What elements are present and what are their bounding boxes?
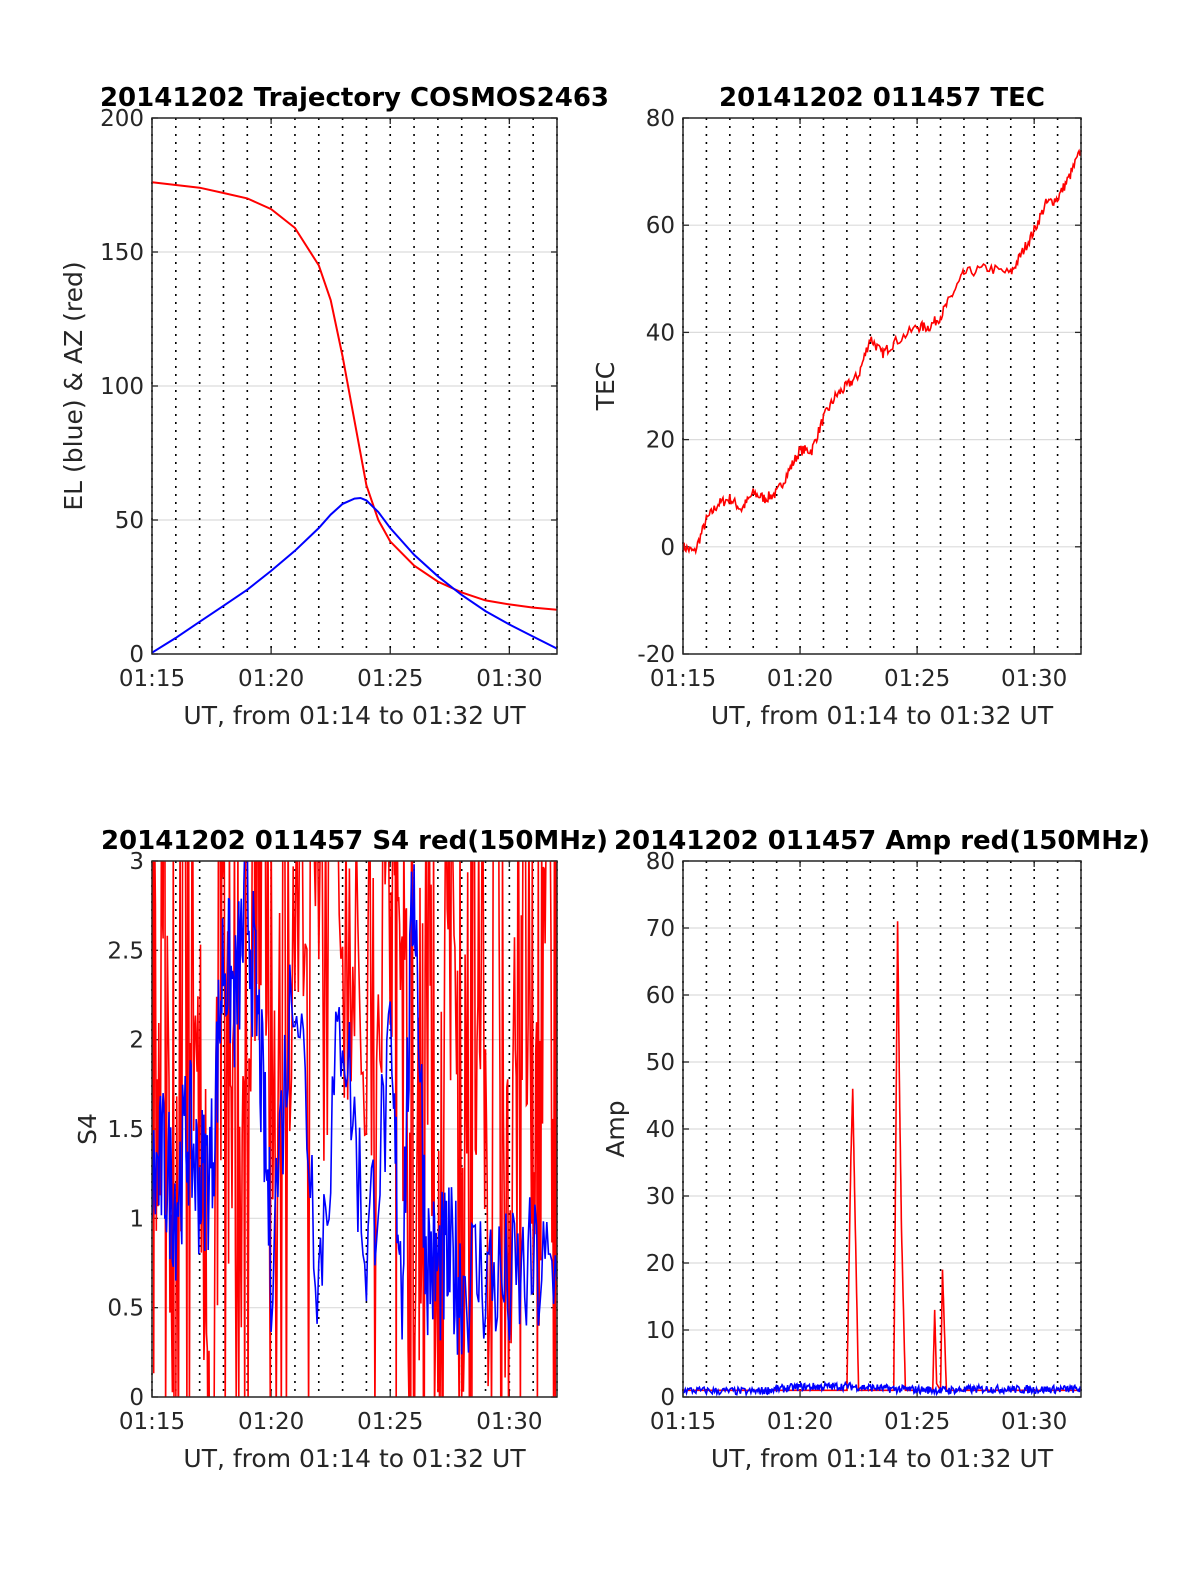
plot-border [682,117,1082,655]
el-series-line [152,496,557,654]
panel-title: 20141202 011457 TEC [719,83,1045,113]
y-tick-label: 0 [129,1385,144,1411]
red-series-line [683,148,1081,556]
trajectory-panel: 0 50 100 150 200 01:15 01:20 01:25 01:30 20141202… [59,83,609,730]
y-tick-label: 40 [646,1117,675,1143]
x-tick-label: 01:20 [238,1409,304,1435]
y-tick-label: 3 [129,849,144,875]
y-axis-label: Amp [601,1100,630,1157]
y-tick-label: 80 [646,106,675,132]
red-series-line [152,861,557,1397]
y-tick-label: 70 [646,916,675,942]
x-axis-label: UT, from 01:14 to 01:32 UT [183,701,526,730]
blue-series-line [152,861,557,1355]
y-tick-label: 0 [660,535,675,561]
x-tick-label: 01:30 [1001,666,1067,692]
plot-border [151,860,558,1398]
x-tick-label: 01:15 [650,666,716,692]
y-axis-label: TEC [591,362,620,412]
x-axis-label: UT, from 01:14 to 01:32 UT [711,1444,1054,1473]
az-series-line [152,181,557,611]
x-tick-label: 01:30 [1001,1409,1067,1435]
x-tick-label: 01:15 [119,666,185,692]
x-tick-label: 01:15 [119,1409,185,1435]
plot-area [682,117,1082,655]
x-tick-label: 01:25 [357,1409,423,1435]
panel-title: 20141202 011457 Amp red(150MHz) [614,826,1150,856]
x-tick-label: 01:20 [767,1409,833,1435]
x-tick-label: 01:20 [238,666,304,692]
y-tick-label: 150 [100,240,144,266]
x-axis-label: UT, from 01:14 to 01:32 UT [711,701,1054,730]
y-tick-label: -20 [637,642,675,668]
y-tick-label: 50 [115,508,144,534]
y-tick-label: 50 [646,1050,675,1076]
y-tick-label: 80 [646,849,675,875]
x-tick-label: 01:25 [884,1409,950,1435]
y-tick-label: 1.5 [107,1117,144,1143]
panel-title: 20141202 Trajectory COSMOS2463 [100,83,609,113]
tec-panel: -20 0 20 40 60 80 01:15 01:20 01:25 01:30 20141202… [591,83,1082,730]
y-tick-label: 2 [129,1028,144,1054]
x-tick-label: 01:25 [884,666,950,692]
y-tick-label: 20 [646,1251,675,1277]
y-tick-label: 40 [646,320,675,346]
y-tick-label: 30 [646,1184,675,1210]
y-tick-label: 0 [660,1385,675,1411]
y-axis-label: S4 [73,1113,102,1145]
panel-title: 20141202 011457 S4 red(150MHz) [101,826,608,856]
y-tick-label: 60 [646,213,675,239]
y-axis-label: EL (blue) & AZ (red) [59,261,88,510]
x-tick-label: 01:30 [476,1409,542,1435]
x-axis-label: UT, from 01:14 to 01:32 UT [183,1444,526,1473]
s4-panel: 0 0.5 1 1.5 2 2.5 3 01:15 01:20 01:25 01:30 2014120… [73,826,608,1473]
amp-panel: 0 10 20 30 40 50 60 70 80 01:15 01:20 01:25 01:30 201… [601,826,1150,1473]
plot-border [151,117,558,655]
y-tick-label: 2.5 [107,938,144,964]
y-tick-label: 0 [129,642,144,668]
y-tick-label: 1 [129,1206,144,1232]
x-tick-label: 01:25 [357,666,423,692]
y-tick-label: 0.5 [107,1296,144,1322]
y-tick-label: 200 [100,106,144,132]
y-tick-label: 10 [646,1318,675,1344]
y-tick-label: 20 [646,428,675,454]
y-tick-label: 100 [100,374,144,400]
blue-series-line [683,1380,1081,1397]
y-tick-label: 60 [646,983,675,1009]
x-tick-label: 01:20 [767,666,833,692]
plot-border [682,860,1082,1398]
x-tick-label: 01:30 [476,666,542,692]
x-tick-label: 01:15 [650,1409,716,1435]
